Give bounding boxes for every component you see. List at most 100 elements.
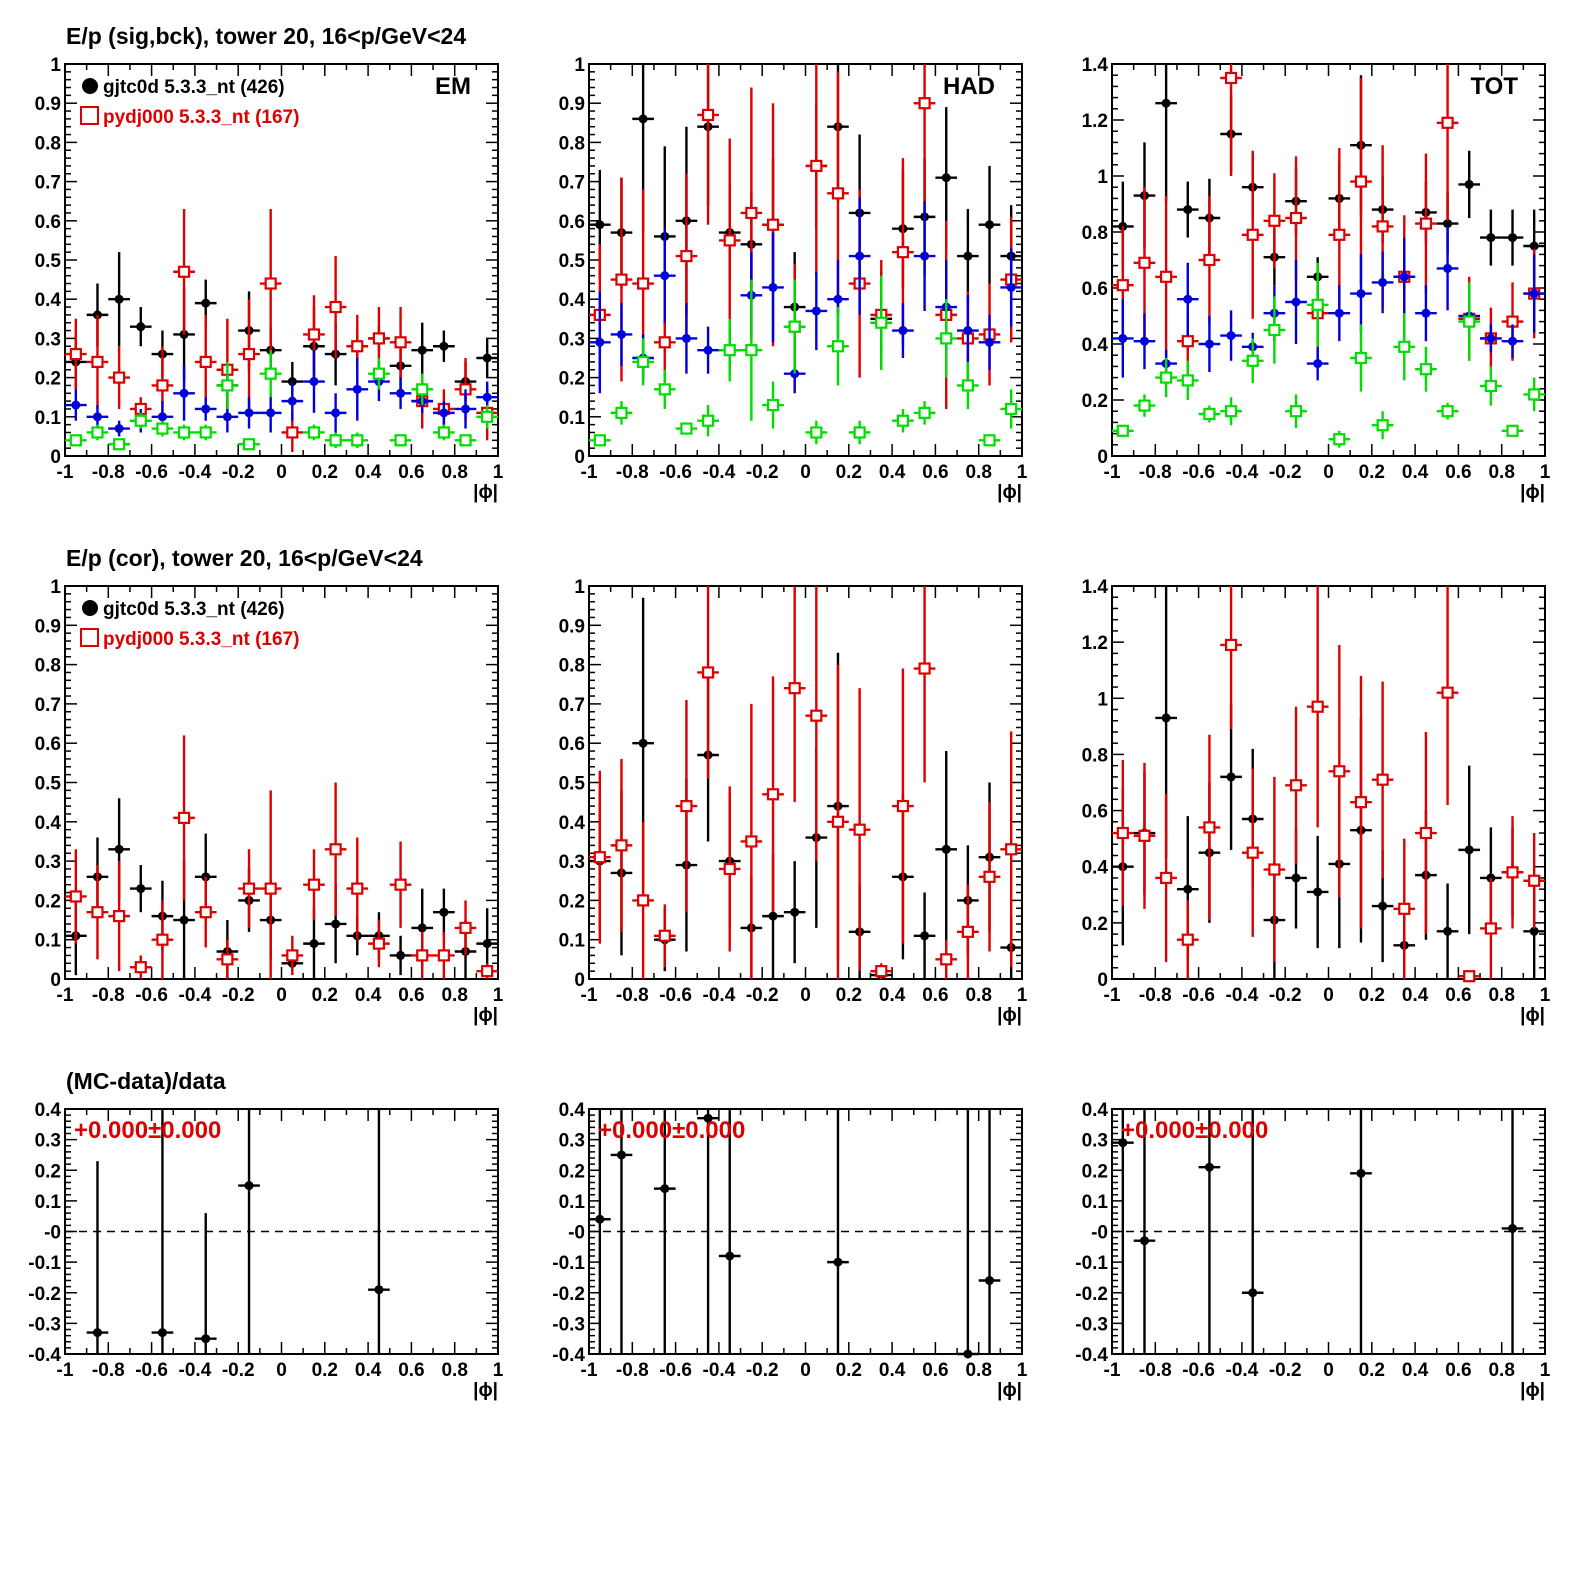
x-axis-label: |ϕ|	[473, 482, 498, 503]
data-point	[615, 839, 628, 852]
data-point	[266, 408, 276, 418]
x-tick-label: 0.6	[922, 462, 948, 483]
data-point	[1116, 826, 1129, 840]
x-tick-label: -0.8	[1139, 1360, 1172, 1381]
y-tick-label: -0	[1091, 1223, 1108, 1244]
data-point	[875, 316, 888, 329]
x-tick-label: 1	[1017, 985, 1028, 1006]
x-tick-label: -0.4	[1226, 1360, 1259, 1381]
y-tick-label: 0.3	[35, 852, 61, 873]
y-tick-label: 0.6	[1082, 279, 1108, 300]
data-point	[1248, 1288, 1258, 1298]
data-point	[222, 412, 232, 422]
panel-label: HAD	[943, 73, 995, 100]
data-point	[896, 414, 910, 427]
x-tick-label: -0.8	[92, 985, 125, 1006]
data-point	[703, 345, 713, 355]
data-point	[1224, 71, 1238, 85]
data-point	[1441, 686, 1454, 699]
x-tick-label: -0.2	[1269, 1360, 1302, 1381]
data-point	[1224, 638, 1238, 652]
x-tick-label: -0.8	[1139, 985, 1172, 1006]
x-tick-label: 0.6	[398, 462, 424, 483]
data-point	[1116, 279, 1129, 292]
series	[86, 1109, 390, 1354]
x-tick-label: 0.2	[836, 1360, 862, 1381]
x-tick-label: 0	[1323, 985, 1334, 1006]
data-point	[616, 1150, 626, 1160]
data-point	[961, 925, 974, 938]
panel-1-1: -1 -0.8 -0.6 -0.4 -0.2 0 0.2 0.4 0.6 0.8 1|ϕ|00.10…	[35, 55, 504, 503]
x-tick-label: -1	[1104, 462, 1121, 483]
data-point	[1161, 98, 1171, 108]
x-tick-label: -1	[57, 985, 74, 1006]
data-point	[1529, 241, 1539, 251]
y-tick-label: 0.1	[35, 1192, 62, 1213]
data-point	[396, 388, 406, 398]
data-point	[918, 406, 931, 419]
x-tick-label: -0.6	[1182, 462, 1215, 483]
data-point	[1204, 339, 1214, 349]
data-point	[1464, 845, 1474, 855]
data-point	[264, 277, 277, 290]
data-point	[113, 438, 126, 451]
y-tick-label: -0.3	[1075, 1314, 1108, 1335]
y-tick-label: 0.4	[1082, 1100, 1109, 1121]
y-tick-label: 0.6	[35, 212, 61, 233]
y-tick-label: -0	[44, 1223, 61, 1244]
data-point	[113, 910, 126, 923]
x-tick-label: 0.4	[1402, 985, 1429, 1006]
series	[65, 735, 498, 979]
data-point	[963, 326, 973, 336]
data-point	[177, 811, 191, 824]
x-tick-label: -1	[1104, 1360, 1121, 1381]
x-tick-label: -0.6	[135, 462, 168, 483]
data-point	[768, 911, 778, 921]
x-tick-label: -0.8	[92, 462, 125, 483]
x-tick-label: 0	[800, 1360, 811, 1381]
data-point	[1289, 211, 1303, 225]
x-tick-label: -0.2	[222, 1360, 255, 1381]
x-tick-label: 1	[1540, 1360, 1551, 1381]
x-tick-label: 0.6	[1445, 462, 1471, 483]
y-tick-label: 0.2	[1082, 391, 1108, 412]
x-tick-label: 0.4	[1402, 1360, 1429, 1381]
y-tick-label: 0.2	[559, 369, 585, 390]
data-point	[1333, 433, 1346, 446]
y-tick-label: 1.4	[1082, 55, 1109, 76]
data-point	[1508, 1223, 1518, 1233]
x-tick-label: -0.2	[1269, 985, 1302, 1006]
panel-3-3: -1 -0.8 -0.6 -0.4 -0.2 0 0.2 0.4 0.6 0.8 1|ϕ|-0.4-…	[1075, 1100, 1550, 1401]
data-point	[136, 322, 146, 332]
data-point	[1486, 333, 1496, 343]
y-tick-label: 1.2	[1082, 633, 1108, 654]
data-point	[242, 347, 256, 361]
data-point	[766, 398, 780, 412]
data-point	[114, 294, 124, 304]
data-point	[1528, 874, 1541, 887]
data-point	[810, 159, 823, 173]
x-tick-label: 0.4	[355, 985, 382, 1006]
x-tick-label: -0.8	[616, 1360, 649, 1381]
data-point	[918, 662, 931, 675]
x-tick-label: -0.6	[1182, 985, 1215, 1006]
data-point	[1486, 233, 1496, 243]
x-tick-label: 1	[493, 985, 504, 1006]
x-tick-label: 0.2	[312, 462, 338, 483]
y-tick-label: -0.1	[1075, 1253, 1108, 1274]
y-tick-label: 0.3	[35, 1131, 61, 1152]
x-tick-label: 1	[1017, 1360, 1028, 1381]
x-tick-label: -0.4	[703, 985, 736, 1006]
data-point	[1203, 407, 1216, 421]
fit-result-text: +0.000±0.000	[74, 1117, 221, 1144]
x-tick-label: -0.4	[703, 1360, 736, 1381]
data-point	[221, 379, 234, 392]
y-tick-label: -0.1	[552, 1253, 585, 1274]
data-point	[1378, 277, 1388, 287]
data-point	[1506, 424, 1519, 437]
x-axis-label: |ϕ|	[1520, 1005, 1545, 1026]
data-point	[918, 97, 931, 110]
data-point	[896, 246, 910, 259]
y-tick-label: 0.1	[559, 1192, 586, 1213]
x-tick-label: 0.2	[836, 462, 862, 483]
